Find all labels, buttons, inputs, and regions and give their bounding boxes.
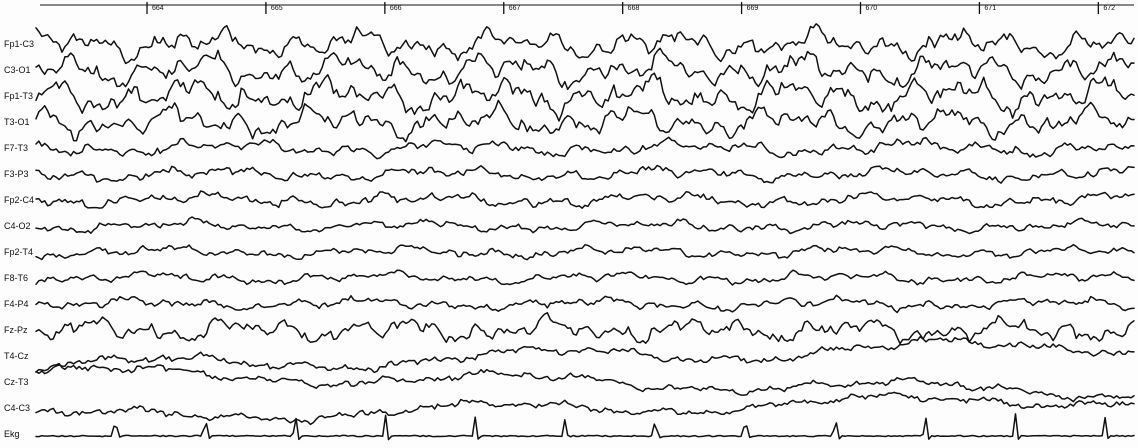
channel-labels: Fp1-C3 C3-O1 Fp1-T3 T3-O1 F7-T3 F3-P3 Fp2-C4 C4… [4, 39, 34, 439]
channel-label: F3-P3 [4, 169, 29, 179]
channel-label: F8-T6 [4, 273, 28, 283]
channel-label: F4-P4 [4, 299, 29, 309]
time-tick-label: 671 [984, 5, 996, 12]
channel-label: C4-C3 [4, 403, 30, 413]
trace-fp2-t4 [35, 243, 1135, 261]
channel-label: Fp1-T3 [4, 91, 33, 101]
trace-ekg [35, 413, 1135, 441]
channel-label: C4-O2 [4, 221, 31, 231]
trace-fp1-t3 [35, 72, 1135, 122]
channel-label: T3-O1 [4, 117, 30, 127]
trace-t3-o1 [35, 99, 1135, 143]
trace-cz-t3 [35, 362, 1135, 403]
trace-c4-o2 [35, 216, 1135, 235]
channel-label: Fz-Pz [4, 325, 28, 335]
channel-label: F7-T3 [4, 143, 28, 153]
trace-f4-p4 [35, 294, 1135, 314]
time-tick-label: 669 [747, 5, 759, 12]
time-tick-label: 672 [1103, 5, 1115, 12]
channel-label: Fp2-C4 [4, 195, 34, 205]
trace-f3-p3 [35, 164, 1135, 184]
trace-t4-cz [35, 335, 1135, 375]
time-tick-label: 666 [390, 5, 402, 12]
time-tick-label: 667 [509, 5, 521, 12]
trace-f7-t3 [35, 136, 1135, 160]
time-tick-label: 668 [628, 5, 640, 12]
trace-c3-o1 [35, 47, 1135, 91]
trace-fp1-c3 [35, 23, 1135, 65]
time-tick-label: 664 [152, 5, 164, 12]
channel-label: T4-Cz [4, 351, 29, 361]
channel-label: C3-O1 [4, 65, 31, 75]
channel-label: Fp2-T4 [4, 247, 33, 257]
channel-label: Ekg [4, 429, 20, 439]
time-tick-label: 665 [271, 5, 283, 12]
time-tick-label: 670 [866, 5, 878, 12]
channel-label: Fp1-C3 [4, 39, 34, 49]
trace-fz-pz [35, 312, 1135, 345]
trace-fp2-c4 [35, 190, 1135, 209]
channel-label: Cz-T3 [4, 377, 29, 387]
trace-f8-t6 [35, 269, 1135, 286]
eeg-traces [35, 23, 1135, 441]
time-axis: 664 665 666 667 668 669 670 671 672 [40, 2, 1134, 14]
trace-c4-c3 [35, 391, 1135, 426]
